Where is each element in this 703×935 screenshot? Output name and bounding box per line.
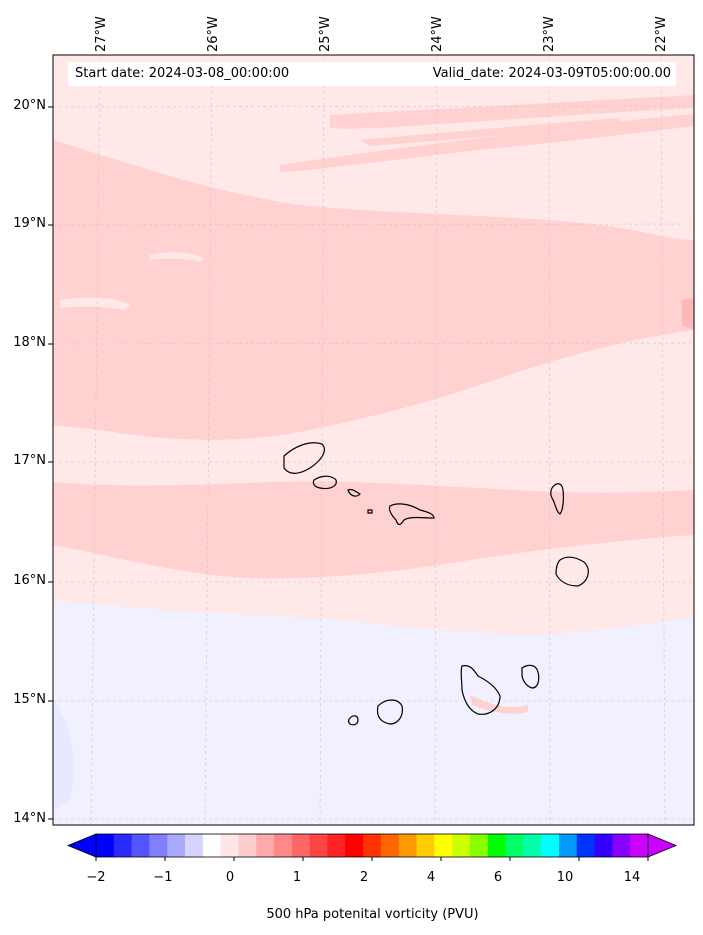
colorbar-segment <box>630 834 649 857</box>
colorbar-segment <box>523 834 542 857</box>
colorbar-segment <box>363 834 382 857</box>
lon-label-26w: 26°W <box>206 16 221 52</box>
lat-label-19n: 19°N <box>13 216 46 231</box>
pv-field <box>53 55 694 825</box>
map-gridlines <box>53 55 694 825</box>
colorbar-tick-label: 2 <box>359 870 369 885</box>
colorbar-tick-label: 0 <box>225 870 235 885</box>
lon-label-24w: 24°W <box>430 16 445 52</box>
colorbar-segment <box>185 834 204 857</box>
header-background <box>68 62 676 86</box>
colorbar-segment <box>113 834 133 857</box>
cape-verde-islands <box>283 442 589 726</box>
island-santa-luzia <box>347 488 362 497</box>
colorbar-segment <box>541 834 560 857</box>
colorbar-segment <box>256 834 275 857</box>
colorbar-tick-label: 10 <box>556 870 574 885</box>
colorbar-low-extension <box>66 833 97 858</box>
colorbar-segment <box>96 834 115 857</box>
colorbar <box>66 833 678 861</box>
lon-label-22w: 22°W <box>654 16 669 52</box>
lon-label-25w: 25°W <box>318 16 333 52</box>
colorbar-segment <box>594 834 613 857</box>
island-sao-vicente <box>312 475 337 490</box>
colorbar-segment <box>220 834 239 857</box>
colorbar-segment <box>149 834 168 857</box>
colorbar-segment <box>612 834 631 857</box>
colorbar-tick-label: 6 <box>493 870 503 885</box>
colorbar-segment <box>202 834 222 857</box>
lat-label-20n: 20°N <box>13 98 46 113</box>
colorbar-segment <box>558 834 578 857</box>
lat-label-16n: 16°N <box>13 573 46 588</box>
valid-date-label: Valid_date: 2024-03-09T05:00:00.00 <box>432 66 671 81</box>
colorbar-segment <box>469 834 489 857</box>
island-fogo <box>376 699 403 725</box>
island-santiago <box>460 665 501 715</box>
map-frame <box>52 54 695 826</box>
colorbar-segment <box>291 834 311 857</box>
colorbar-tick-label: 1 <box>292 870 302 885</box>
island-branco <box>367 509 373 514</box>
lat-label-15n: 15°N <box>13 692 46 707</box>
colorbar-segment <box>505 834 524 857</box>
colorbar-tick-label: −1 <box>153 870 173 885</box>
colorbar-segment <box>309 834 328 857</box>
colorbar-segment <box>345 834 364 857</box>
lat-ticks <box>48 106 53 820</box>
island-sal <box>550 483 564 515</box>
lat-label-17n: 17°N <box>13 453 46 468</box>
lat-label-18n: 18°N <box>13 335 46 350</box>
island-sao-nicolau <box>388 503 435 526</box>
lon-label-27w: 27°W <box>94 16 109 52</box>
colorbar-segment <box>487 834 507 857</box>
island-brava <box>347 715 359 726</box>
colorbar-title: 500 hPa potenital vorticity (PVU) <box>266 907 479 922</box>
colorbar-segment <box>380 834 400 857</box>
colorbar-segment <box>238 834 257 857</box>
colorbar-tick-label: 4 <box>426 870 436 885</box>
island-maio <box>521 664 540 689</box>
colorbar-segment <box>274 834 293 857</box>
lat-label-14n: 14°N <box>13 811 46 826</box>
island-santo-antao <box>283 442 325 474</box>
island-boa-vista <box>555 556 589 587</box>
colorbar-segment <box>398 834 418 857</box>
colorbar-tick-label: 14 <box>623 870 641 885</box>
colorbar-segment <box>416 834 435 857</box>
colorbar-tick-label: −2 <box>86 870 106 885</box>
colorbar-segment <box>327 834 346 857</box>
colorbar-segment <box>452 834 471 857</box>
colorbar-segment <box>576 834 596 857</box>
colorbar-high-extension <box>647 833 678 858</box>
colorbar-segment <box>434 834 453 857</box>
lon-label-23w: 23°W <box>542 16 557 52</box>
colorbar-segment <box>131 834 150 857</box>
start-date-label: Start date: 2024-03-08_00:00:00 <box>75 66 290 81</box>
colorbar-segment <box>167 834 186 857</box>
